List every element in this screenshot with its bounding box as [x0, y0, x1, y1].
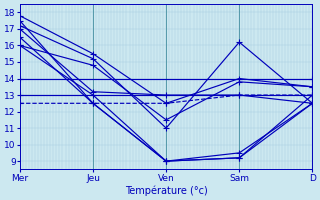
X-axis label: Température (°c): Température (°c) — [125, 185, 207, 196]
